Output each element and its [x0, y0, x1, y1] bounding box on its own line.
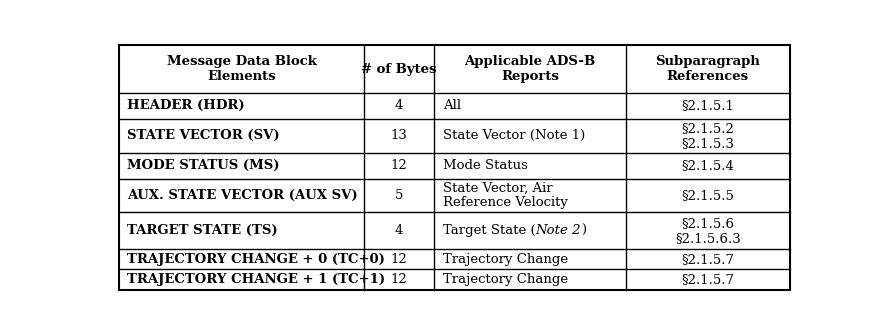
Text: Subparagraph
References: Subparagraph References: [655, 55, 759, 83]
Text: §2.1.5.2
§2.1.5.3: §2.1.5.2 §2.1.5.3: [680, 122, 734, 150]
Text: 13: 13: [391, 129, 408, 142]
Text: 4: 4: [394, 99, 403, 113]
Text: §2.1.5.1: §2.1.5.1: [680, 99, 734, 113]
Text: Applicable ADS-B
Reports: Applicable ADS-B Reports: [464, 55, 595, 83]
Text: STATE VECTOR (SV): STATE VECTOR (SV): [128, 129, 280, 142]
Text: 12: 12: [391, 273, 408, 286]
Text: 5: 5: [394, 189, 403, 202]
Text: Note 2: Note 2: [535, 224, 580, 237]
Text: State Vector, Air
Reference Velocity: State Vector, Air Reference Velocity: [442, 182, 567, 209]
Text: 12: 12: [391, 253, 408, 266]
Text: Trajectory Change: Trajectory Change: [442, 253, 567, 266]
Text: Target State (: Target State (: [442, 224, 535, 237]
Text: §2.1.5.7: §2.1.5.7: [680, 273, 734, 286]
Text: Trajectory Change: Trajectory Change: [442, 273, 567, 286]
Text: Message Data Block
Elements: Message Data Block Elements: [167, 55, 316, 83]
Text: TRAJECTORY CHANGE + 0 (TC+0): TRAJECTORY CHANGE + 0 (TC+0): [128, 253, 385, 266]
Text: All: All: [442, 99, 461, 113]
Text: Mode Status: Mode Status: [442, 159, 527, 172]
Text: §2.1.5.5: §2.1.5.5: [680, 189, 734, 202]
Text: HEADER (HDR): HEADER (HDR): [128, 99, 245, 113]
Text: TRAJECTORY CHANGE + 1 (TC+1): TRAJECTORY CHANGE + 1 (TC+1): [128, 273, 385, 286]
Text: TARGET STATE (TS): TARGET STATE (TS): [128, 224, 277, 237]
Text: AUX. STATE VECTOR (AUX SV): AUX. STATE VECTOR (AUX SV): [128, 189, 358, 202]
Text: ): ): [580, 224, 586, 237]
Text: MODE STATUS (MS): MODE STATUS (MS): [128, 159, 280, 172]
Text: 4: 4: [394, 224, 403, 237]
Text: §2.1.5.4: §2.1.5.4: [680, 159, 734, 172]
Text: # of Bytes: # of Bytes: [361, 63, 437, 76]
Text: 12: 12: [391, 159, 408, 172]
Text: §2.1.5.7: §2.1.5.7: [680, 253, 734, 266]
Text: §2.1.5.6
§2.1.5.6.3: §2.1.5.6 §2.1.5.6.3: [674, 217, 740, 245]
Text: State Vector (Note 1): State Vector (Note 1): [442, 129, 584, 142]
